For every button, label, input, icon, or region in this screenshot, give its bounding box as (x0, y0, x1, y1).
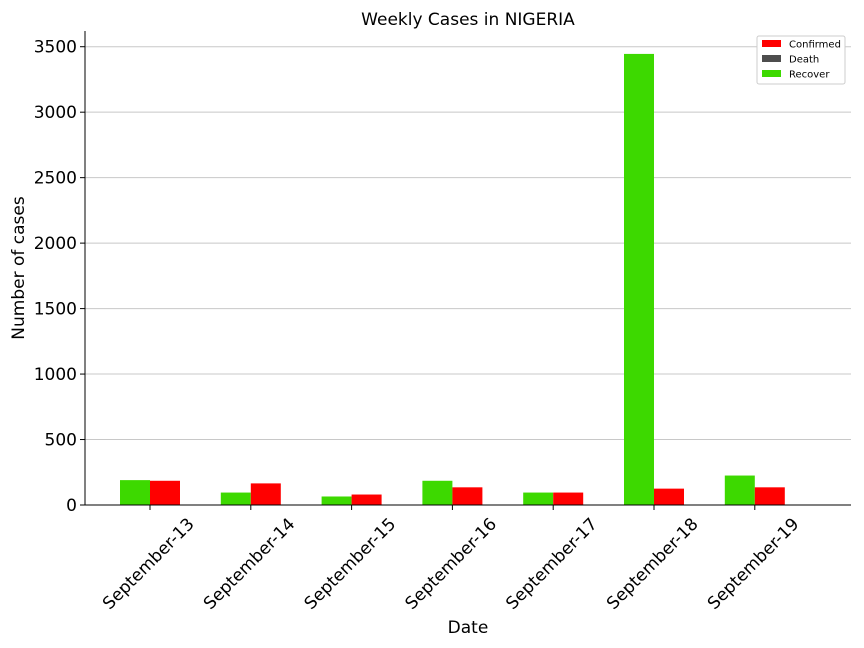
legend-swatch-death (762, 55, 781, 62)
bar-recover-september-19 (724, 475, 755, 505)
gridlines (85, 46, 851, 441)
bar-confirmed-september-19 (754, 487, 785, 505)
bar-confirmed-september-17 (553, 492, 584, 505)
y-tick-label: 0 (66, 496, 77, 516)
x-tick-label: September-13 (99, 514, 198, 613)
bar-confirmed-september-16 (452, 487, 483, 505)
bar-recover-september-17 (523, 492, 554, 505)
y-tick-label: 500 (45, 431, 77, 451)
x-tick-label: September-18 (603, 514, 702, 613)
legend-label-confirmed: Confirmed (789, 40, 841, 51)
y-axis-label: Number of cases (9, 196, 29, 340)
y-tick-label: 2000 (34, 234, 77, 254)
y-tick-label: 3500 (34, 38, 77, 58)
x-tick-label: September-15 (301, 514, 400, 613)
x-ticks: September-13 September-14 September-15 Sept… (99, 505, 803, 614)
legend-swatch-confirmed (762, 40, 781, 47)
bar-recover-september-16 (422, 480, 453, 505)
bar-recover-september-18 (624, 53, 654, 505)
y-tick-label: 3000 (34, 103, 77, 123)
bar-confirmed-september-18 (654, 488, 684, 505)
y-tick-label: 1500 (34, 300, 77, 320)
bar-confirmed-september-15 (351, 494, 382, 505)
bar-confirmed-september-14 (250, 483, 281, 505)
chart-title: Weekly Cases in NIGERIA (361, 10, 575, 30)
y-tick-label: 1000 (34, 365, 77, 385)
x-axis-label: Date (448, 618, 489, 638)
x-tick-label: September-14 (200, 514, 299, 613)
y-ticks: 0 500 1000 1500 2000 2500 3000 3500 (34, 38, 85, 516)
legend: Confirmed Death Recover (756, 35, 846, 85)
legend-swatch-recover (762, 70, 781, 77)
legend-label-death: Death (789, 55, 819, 66)
x-tick-label: September-17 (502, 514, 601, 613)
bar-recover-september-13 (120, 480, 150, 505)
bars (120, 53, 815, 505)
x-tick-label: September-16 (401, 514, 500, 613)
y-tick-label: 2500 (34, 169, 77, 189)
legend-label-recover: Recover (789, 70, 830, 81)
x-tick-label: September-19 (704, 514, 803, 613)
bar-recover-september-14 (220, 492, 251, 505)
bar-confirmed-september-13 (150, 480, 180, 505)
axes (84, 31, 851, 506)
bar-recover-september-15 (321, 496, 352, 505)
